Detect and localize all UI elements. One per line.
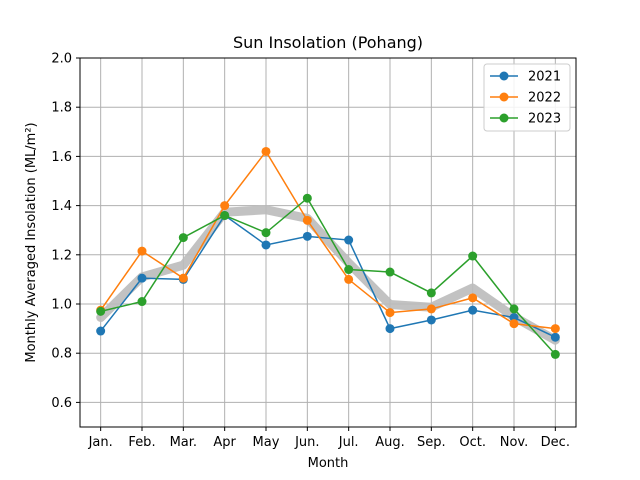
x-tick-label: Feb. [128, 435, 155, 450]
data-point [261, 146, 271, 156]
x-tick-label: Jul. [338, 435, 359, 450]
data-point [302, 231, 312, 241]
legend-entry: 2022 [490, 91, 561, 106]
data-point [468, 251, 478, 261]
data-point [468, 305, 478, 315]
x-tick-label: Jun. [294, 435, 319, 450]
tick-labels: Jan. Feb. Mar. Apr May Jun. Jul. Aug. Sep. Oct. No… [51, 52, 570, 451]
data-point [344, 265, 354, 275]
data-point [137, 273, 147, 283]
x-tick-label: May [253, 435, 280, 450]
x-tick-label: Dec. [541, 435, 570, 450]
y-tick-label: 0.8 [51, 347, 72, 362]
data-point [344, 235, 354, 245]
data-point [178, 273, 188, 283]
x-tick-label: Oct. [459, 435, 486, 450]
x-tick-label: Nov. [500, 435, 529, 450]
data-point [96, 306, 106, 316]
legend: 2021 2022 2023 [483, 63, 571, 132]
y-tick-label: 1.8 [51, 101, 72, 116]
x-tick-label: Mar. [170, 435, 197, 450]
data-point [261, 228, 271, 238]
legend-entry: 2021 [490, 70, 561, 85]
data-point [509, 313, 519, 323]
series-2023 [96, 193, 560, 359]
data-point [96, 326, 106, 336]
legend-marker [499, 113, 509, 123]
data-point [385, 267, 395, 277]
data-point [550, 332, 560, 342]
legend-label: 2022 [528, 91, 561, 106]
data-point [220, 210, 230, 220]
data-point [426, 288, 436, 298]
data-point [344, 274, 354, 284]
data-point [426, 304, 436, 314]
x-tick-label: Sep. [417, 435, 446, 450]
data-point [509, 319, 519, 329]
series-group [96, 146, 560, 359]
data-point [137, 246, 147, 256]
legend-label: 2023 [528, 112, 561, 127]
data-point [220, 201, 230, 211]
legend-entry: 2023 [490, 112, 561, 127]
y-tick-label: 1.2 [51, 248, 72, 263]
data-point [550, 349, 560, 359]
data-point [137, 297, 147, 307]
x-axis-label: Month [308, 456, 349, 471]
data-point [385, 324, 395, 334]
data-point [509, 304, 519, 314]
data-point [550, 324, 560, 334]
x-tick-label: Apr [213, 435, 236, 450]
y-tick-label: 1.4 [51, 199, 72, 214]
y-tick-label: 1.0 [51, 298, 72, 313]
data-point [385, 308, 395, 318]
x-tick-label: Jan. [88, 435, 113, 450]
y-tick-label: 2.0 [51, 52, 72, 67]
plot-frame [79, 57, 577, 428]
series-line [100, 197, 556, 355]
data-point [302, 193, 312, 203]
legend-marker [499, 71, 509, 81]
data-point [302, 215, 312, 225]
data-point [468, 293, 478, 303]
legend-marker [499, 92, 509, 102]
y-axis-label: Monthly Averaged Insolation (ML/m²) [24, 122, 39, 362]
average-band [96, 205, 560, 345]
data-point [261, 240, 271, 250]
chart-title: Sun Insolation (Pohang) [233, 33, 423, 52]
y-tick-label: 1.6 [51, 150, 72, 165]
data-point [178, 233, 188, 243]
legend-label: 2021 [528, 70, 561, 85]
series-line [100, 150, 556, 330]
average-line [96, 205, 560, 345]
series-line [100, 214, 556, 338]
data-point [426, 315, 436, 325]
x-tick-label: Aug. [375, 435, 405, 450]
y-tick-label: 0.6 [51, 396, 72, 411]
